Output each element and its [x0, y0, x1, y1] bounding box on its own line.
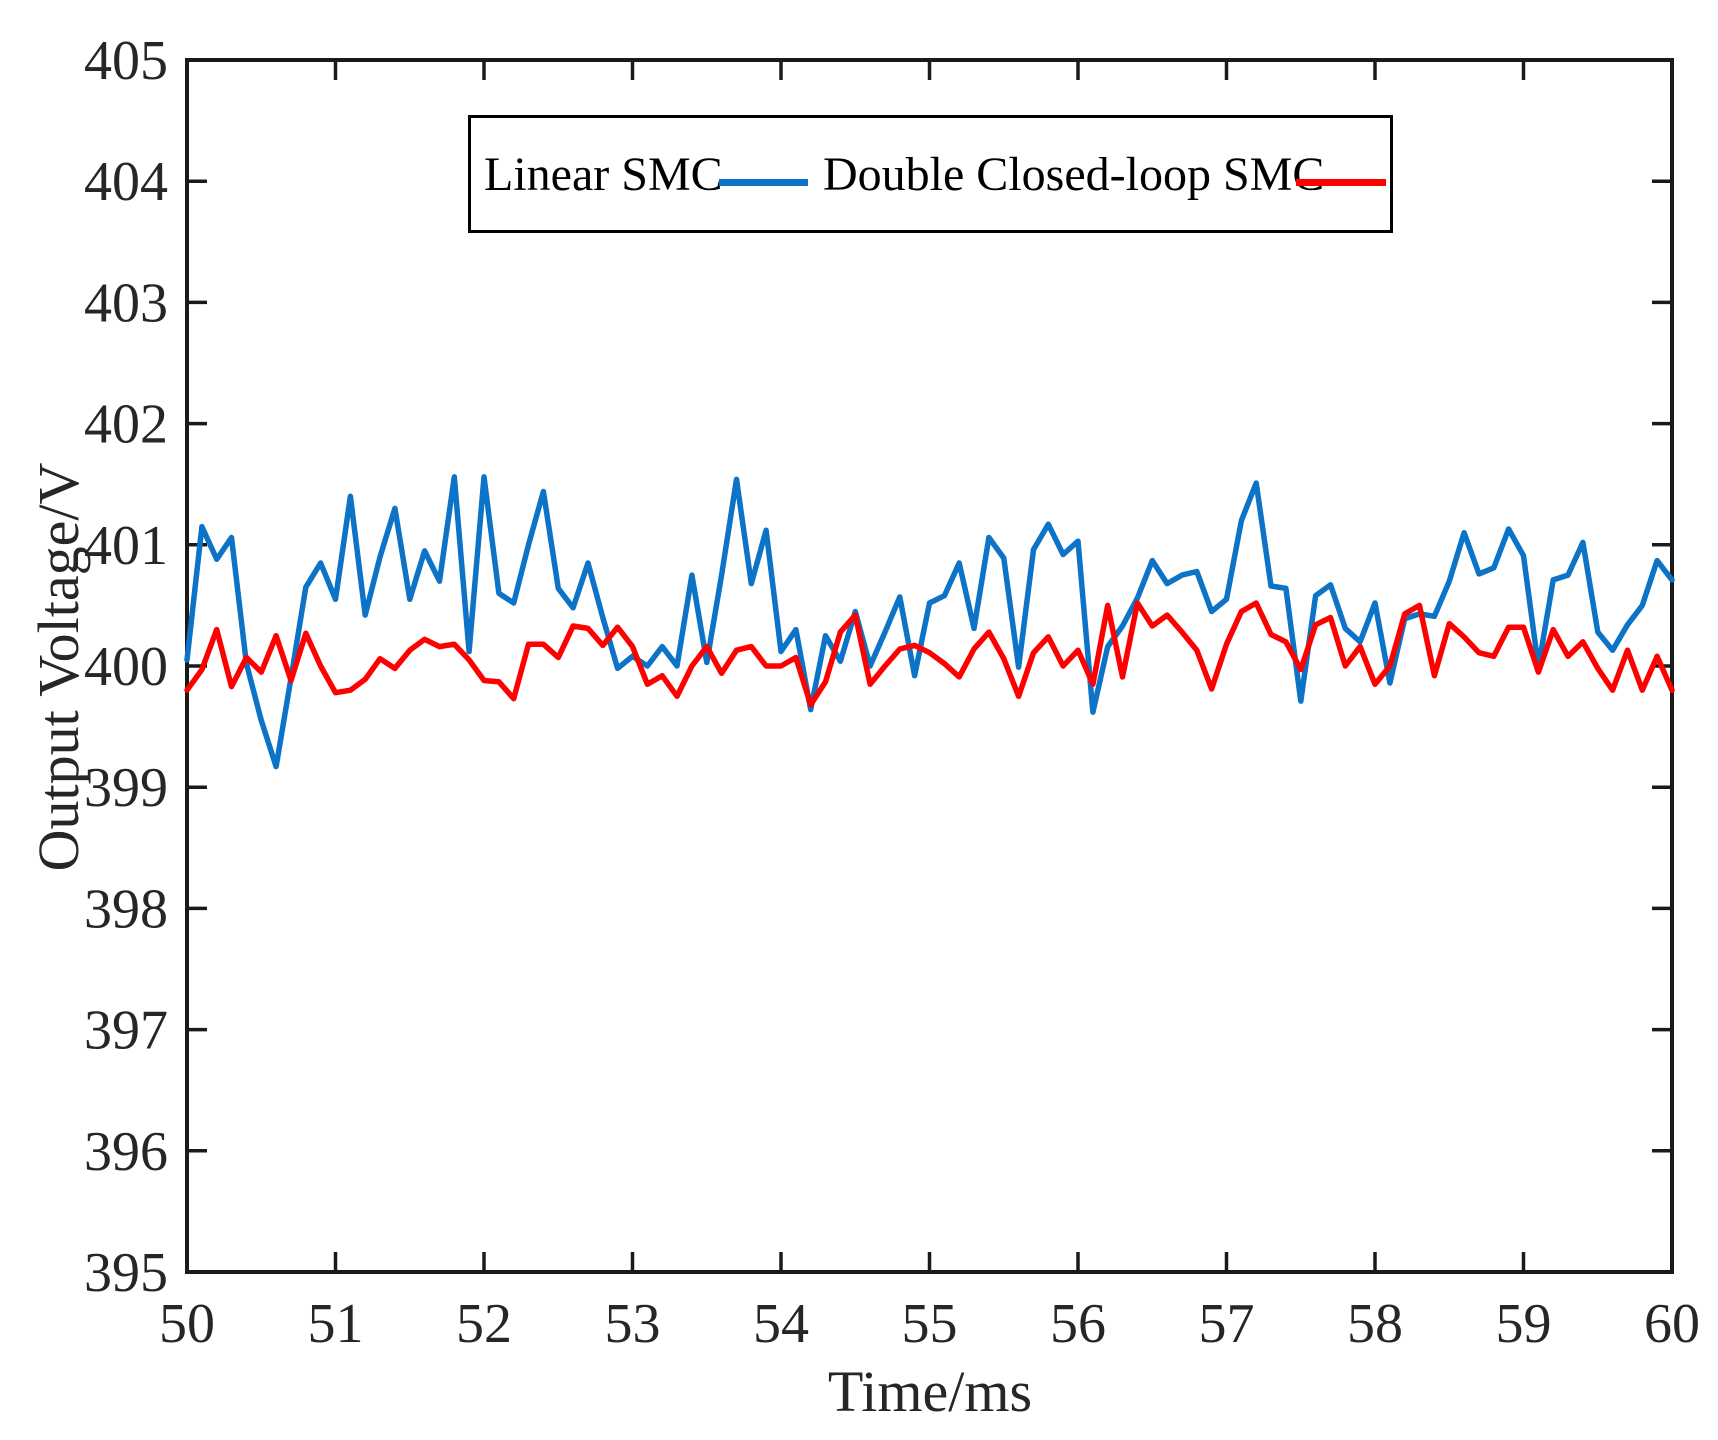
- y-tick-labels: 395 396 397 398 399 400 401 402 403 404 405: [84, 30, 168, 1304]
- x-tick-label: 59: [1496, 1293, 1552, 1355]
- y-tick-label: 397: [84, 1000, 168, 1062]
- y-tick-label: 395: [84, 1242, 168, 1304]
- y-tick-label: 401: [84, 515, 168, 577]
- x-tick-label: 50: [159, 1293, 215, 1355]
- y-tick-label: 400: [84, 636, 168, 698]
- plot-border: [185, 58, 1674, 1274]
- legend-line-sample-double-closed-loop-smc: [1296, 179, 1386, 186]
- series-line-linear-smc: [184, 474, 1675, 770]
- series-line-double-closed-loop-smc: [184, 600, 1675, 708]
- y-tick-label: 402: [84, 394, 168, 456]
- y-tick-label: 396: [84, 1121, 168, 1183]
- tick-marks: [185, 58, 1674, 1274]
- x-tick-label: 53: [605, 1293, 661, 1355]
- x-tick-label: 56: [1050, 1293, 1106, 1355]
- legend-label-linear-smc: Linear SMC: [484, 147, 723, 201]
- y-tick-label: 399: [84, 757, 168, 819]
- x-tick-label: 60: [1644, 1293, 1700, 1355]
- y-tick-label: 405: [84, 30, 168, 92]
- legend-line-sample-linear-smc: [719, 179, 808, 186]
- data-series: [184, 474, 1675, 770]
- x-tick-label: 52: [456, 1293, 512, 1355]
- y-tick-label: 404: [84, 151, 168, 213]
- x-tick-label: 58: [1347, 1293, 1403, 1355]
- legend-box: Linear SMC Double Closed-loop SMC: [468, 115, 1393, 233]
- x-tick-label: 51: [308, 1293, 364, 1355]
- y-tick-label: 403: [84, 272, 168, 334]
- y-tick-label: 398: [84, 878, 168, 940]
- legend-label-double-closed-loop-smc: Double Closed-loop SMC: [823, 147, 1325, 201]
- x-tick-label: 57: [1199, 1293, 1255, 1355]
- y-axis-label: Output Voltage/V: [26, 462, 91, 872]
- x-tick-label: 55: [902, 1293, 958, 1355]
- x-tick-labels: 50 51 52 53 54 55 56 57 58 59 60: [159, 1293, 1700, 1355]
- x-axis-label: Time/ms: [827, 1359, 1033, 1424]
- x-tick-label: 54: [753, 1293, 809, 1355]
